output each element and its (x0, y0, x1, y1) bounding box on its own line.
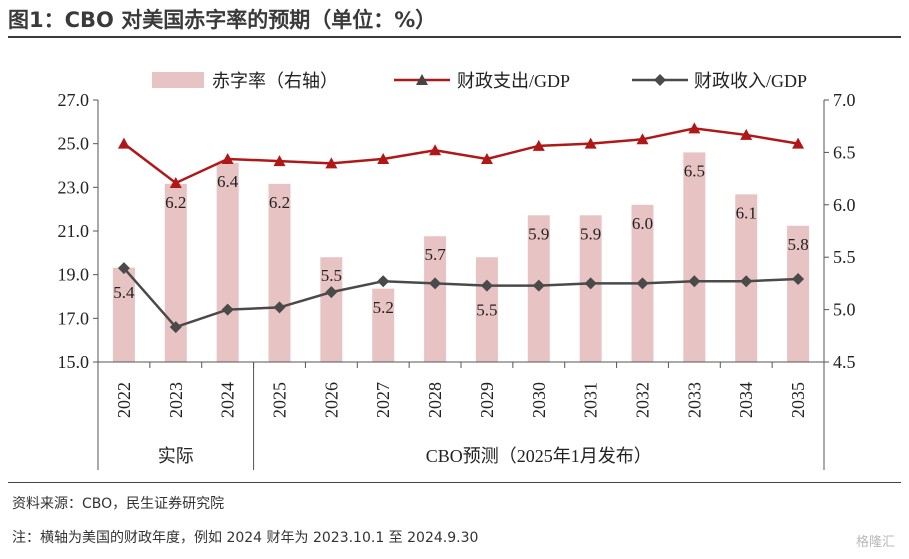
spending-point-2033 (688, 122, 701, 134)
group-label: 实际 (158, 446, 194, 466)
left-tick-label: 27.0 (58, 90, 90, 110)
spending-point-2031 (584, 137, 597, 149)
x-tick-label: 2026 (321, 382, 341, 418)
deficit-data-label: 6.0 (632, 214, 653, 233)
footer-divider (8, 482, 901, 483)
revenue-point-2026 (325, 286, 338, 299)
deficit-bar-2022 (112, 267, 135, 362)
spending-point-2034 (740, 128, 753, 140)
spending-point-2032 (636, 133, 649, 145)
deficit-bar-2033 (683, 152, 706, 362)
legend-label-deficit: 赤字率（右轴） (212, 71, 338, 91)
deficit-bar-2027 (372, 288, 395, 362)
legend-marker-revenue (654, 74, 666, 86)
right-tick-label: 5.0 (833, 300, 856, 320)
x-tick-label: 2033 (684, 382, 704, 418)
spending-point-2023 (169, 176, 182, 188)
revenue-point-2024 (221, 303, 234, 316)
legend-label-spending: 财政支出/GDP (457, 71, 570, 91)
left-tick-label: 17.0 (58, 308, 90, 328)
group-label: CBO预测（2025年1月发布） (426, 446, 652, 466)
deficit-data-label: 6.4 (217, 172, 239, 191)
spending-point-2035 (792, 137, 805, 149)
deficit-bar-2025 (268, 183, 291, 362)
revenue-point-2035 (792, 273, 805, 286)
deficit-data-label: 5.5 (476, 301, 497, 320)
x-tick-label: 2023 (166, 382, 186, 418)
legend-marker-spending (416, 74, 428, 85)
x-tick-label: 2027 (373, 382, 393, 418)
spending-point-2024 (221, 152, 234, 164)
left-tick-label: 15.0 (58, 352, 90, 372)
revenue-point-2028 (429, 277, 442, 290)
revenue-line (122, 267, 799, 329)
revenue-point-2025 (273, 301, 286, 314)
deficit-data-label: 6.1 (736, 203, 757, 222)
title-divider (8, 36, 901, 38)
deficit-bar-2028 (424, 236, 447, 362)
deficit-data-label: 6.5 (684, 161, 705, 180)
deficit-data-label: 5.5 (321, 266, 342, 285)
x-tick-label: 2024 (218, 382, 238, 418)
revenue-point-2032 (636, 277, 649, 290)
x-tick-label: 2022 (114, 382, 134, 418)
x-tick-label: 2032 (633, 382, 653, 418)
right-tick-label: 4.5 (833, 352, 856, 372)
right-tick-label: 5.5 (833, 247, 856, 267)
right-tick-label: 7.0 (833, 90, 856, 110)
spending-point-2026 (325, 157, 338, 169)
deficit-bar-2029 (475, 257, 498, 362)
right-tick-label: 6.5 (833, 142, 856, 162)
legend-label-revenue: 财政收入/GDP (694, 71, 807, 91)
x-tick-label: 2029 (477, 382, 497, 418)
right-tick-label: 6.0 (833, 195, 856, 215)
x-tick-label: 2028 (425, 382, 445, 418)
deficit-data-label: 5.2 (373, 298, 394, 317)
deficit-data-label: 5.8 (787, 235, 808, 254)
left-tick-label: 21.0 (58, 221, 90, 241)
revenue-point-2022 (117, 262, 130, 275)
watermark: 格隆汇 (855, 535, 895, 550)
spending-point-2030 (532, 139, 545, 151)
deficit-data-label: 5.9 (528, 224, 549, 243)
source-note: 资料来源：CBO，民生证券研究院 (12, 496, 225, 512)
footnote: 注：横轴为美国的财政年度，例如 2024 财年为 2023.10.1 至 202… (12, 530, 479, 546)
deficit-bar-2023 (164, 183, 187, 362)
x-tick-label: 2030 (529, 382, 549, 418)
x-tick-label: 2025 (270, 382, 290, 418)
deficit-data-label: 5.4 (113, 283, 135, 302)
x-tick-label: 2031 (581, 382, 601, 418)
deficit-data-label: 6.2 (269, 193, 290, 212)
spending-point-2028 (429, 144, 442, 156)
spending-point-2029 (480, 152, 493, 164)
spending-point-2027 (377, 152, 390, 164)
x-tick-label: 2034 (736, 382, 756, 418)
revenue-point-2023 (169, 321, 182, 334)
chart-title: 图1：CBO 对美国赤字率的预期（单位：%） (8, 8, 437, 32)
revenue-point-2033 (688, 275, 701, 288)
left-tick-label: 23.0 (58, 177, 90, 197)
deficit-bar-2026 (320, 257, 343, 362)
deficit-bar-2024 (216, 162, 239, 362)
revenue-point-2034 (740, 275, 753, 288)
revenue-point-2031 (584, 277, 597, 290)
deficit-data-label: 6.2 (165, 193, 186, 212)
revenue-point-2029 (480, 279, 493, 292)
revenue-point-2030 (532, 279, 545, 292)
deficit-data-label: 5.7 (424, 245, 446, 264)
revenue-point-2027 (377, 275, 390, 288)
left-tick-label: 19.0 (58, 265, 90, 285)
spending-point-2025 (273, 155, 286, 167)
legend-swatch-deficit (152, 72, 204, 88)
left-tick-label: 25.0 (58, 134, 90, 154)
x-tick-label: 2035 (788, 382, 808, 418)
deficit-bar-2035 (787, 225, 810, 362)
spending-line (123, 127, 799, 185)
spending-point-2022 (117, 137, 130, 149)
deficit-data-label: 5.9 (580, 224, 601, 243)
deficit-chart: 15.0 17.0 19.0 21.0 23.0 25.0 27.0 4.5 5.0 5.5 6.0… (58, 71, 856, 470)
